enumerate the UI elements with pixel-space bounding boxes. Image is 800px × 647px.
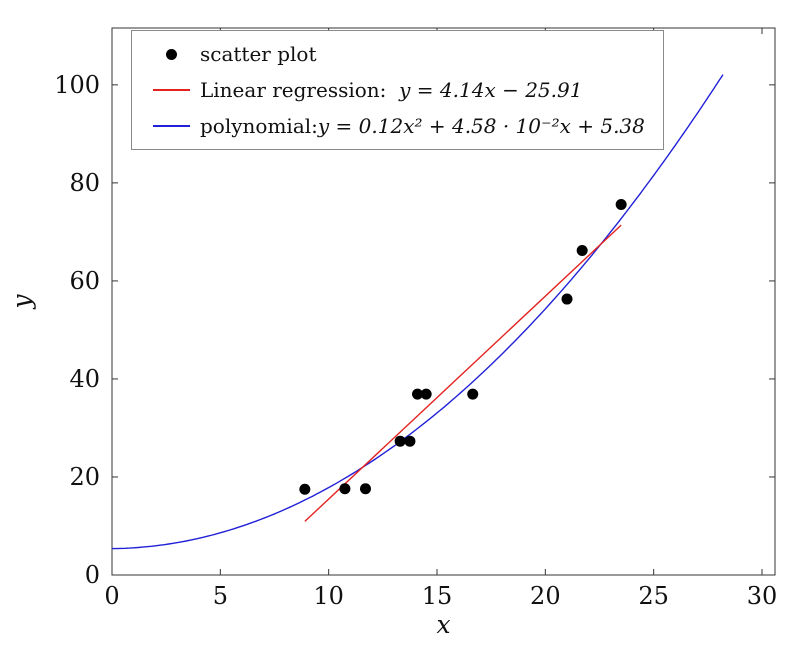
y-tick-label: 40 [69, 365, 100, 393]
y-tick-label: 20 [69, 463, 100, 491]
scatter-point [561, 293, 573, 305]
legend-item-linear: Linear regression: y = 4.14x − 25.91 [142, 72, 645, 108]
x-tick-label: 15 [422, 582, 453, 610]
legend-label-polynomial-math: y = 0.12x² + 4.58 · 10⁻²x + 5.38 [317, 114, 645, 138]
scatter-point [404, 435, 416, 447]
scatter-point [360, 483, 371, 495]
legend-label-linear-math: y = 4.14x − 25.91 [399, 78, 583, 102]
legend-marker-cell [142, 48, 200, 60]
scatter-point [615, 198, 627, 210]
y-tick-label: 0 [85, 561, 100, 589]
scatter-points [299, 198, 627, 495]
y-axis-ticks: 0 20 40 60 80 100 [54, 71, 775, 589]
legend: scatter plot Linear regression: y = 4.14… [131, 30, 664, 150]
y-tick-label: 80 [69, 169, 100, 197]
y-axis-label: y [7, 294, 36, 310]
legend-label-scatter-text: scatter plot [200, 42, 317, 66]
linear-line-icon [152, 89, 190, 91]
legend-marker-cell [142, 125, 200, 127]
y-tick-label: 60 [69, 267, 100, 295]
polynomial-curve [112, 74, 724, 550]
scatter-point [299, 483, 311, 495]
legend-label-polynomial-text: polynomial: [200, 114, 318, 138]
x-tick-label: 30 [747, 582, 778, 610]
x-tick-label: 10 [313, 582, 344, 610]
polynomial-line-icon [152, 125, 190, 127]
scatter-point [576, 245, 588, 257]
x-axis-ticks: 0 5 10 15 20 25 30 [104, 28, 777, 610]
scatter-point [420, 388, 432, 400]
legend-label-linear-text: Linear regression: [200, 78, 400, 102]
scatter-point [339, 483, 351, 495]
legend-label-polynomial: polynomial:y = 0.12x² + 4.58 · 10⁻²x + 5… [200, 114, 645, 138]
legend-marker-cell [142, 89, 200, 91]
y-tick-label: 100 [54, 71, 100, 99]
x-tick-label: 0 [104, 582, 119, 610]
x-tick-label: 5 [213, 582, 228, 610]
x-tick-label: 25 [638, 582, 669, 610]
legend-item-polynomial: polynomial:y = 0.12x² + 4.58 · 10⁻²x + 5… [142, 108, 645, 144]
legend-label-scatter: scatter plot [200, 42, 317, 66]
x-axis-label: x [436, 610, 450, 639]
scatter-point [412, 388, 423, 400]
scatter-marker-icon [165, 48, 177, 60]
scatter-point [467, 388, 479, 400]
legend-item-scatter: scatter plot [142, 36, 645, 72]
scatter-point [394, 435, 406, 447]
legend-label-linear: Linear regression: y = 4.14x − 25.91 [200, 78, 582, 102]
linear-regression-line [304, 224, 622, 522]
x-tick-label: 20 [530, 582, 561, 610]
